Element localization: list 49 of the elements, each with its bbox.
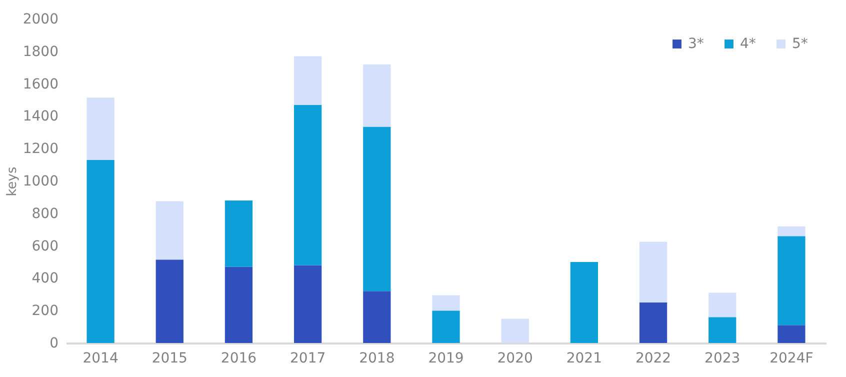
y-tick-label: 1800 xyxy=(22,44,58,60)
bar xyxy=(363,126,391,292)
bar xyxy=(778,236,806,326)
bar xyxy=(224,266,253,343)
legend-label: 3* xyxy=(688,36,704,52)
legend-label: 4* xyxy=(740,36,756,52)
x-tick-label: 2021 xyxy=(566,350,602,366)
y-tick-label: 600 xyxy=(32,238,58,254)
x-tick-label: 2020 xyxy=(497,350,533,366)
bar xyxy=(778,325,806,343)
x-tick-label: 2019 xyxy=(428,350,464,366)
y-tick-label: 1000 xyxy=(22,174,58,190)
bar xyxy=(156,201,184,260)
bar xyxy=(156,260,184,343)
x-tick-label: 2016 xyxy=(220,350,257,366)
y-tick-label: 400 xyxy=(32,270,58,287)
bar xyxy=(639,242,668,302)
bar xyxy=(778,226,806,236)
x-tick-label: 2023 xyxy=(704,350,740,366)
bar xyxy=(294,56,322,105)
bar xyxy=(708,317,736,343)
x-tick-label: 2022 xyxy=(635,350,672,366)
x-tick-label: 2014 xyxy=(82,350,118,366)
y-tick-label: 800 xyxy=(32,206,58,222)
y-axis-title: keys xyxy=(4,166,20,196)
y-tick-label: 1400 xyxy=(22,108,58,125)
bar xyxy=(432,295,460,311)
bar xyxy=(86,98,114,160)
bar xyxy=(501,318,529,343)
bar xyxy=(363,64,391,127)
legend-label: 5* xyxy=(792,36,808,52)
bar xyxy=(708,292,736,318)
bar xyxy=(363,291,391,343)
bar xyxy=(224,200,253,267)
y-tick-label: 2000 xyxy=(22,12,58,28)
bar xyxy=(294,265,322,343)
x-tick-label: 2024F xyxy=(770,350,814,366)
x-tick-label: 2018 xyxy=(359,350,395,366)
y-tick-label: 0 xyxy=(50,336,58,352)
x-tick-label: 2017 xyxy=(290,350,326,366)
bar xyxy=(432,310,460,343)
y-tick-label: 1600 xyxy=(22,76,58,92)
y-tick-label: 1200 xyxy=(22,141,58,158)
bar xyxy=(639,302,668,343)
bar xyxy=(570,262,598,343)
bar xyxy=(86,160,114,343)
x-tick-label: 2015 xyxy=(152,350,188,366)
y-tick-label: 200 xyxy=(32,303,58,320)
bar xyxy=(294,104,322,266)
